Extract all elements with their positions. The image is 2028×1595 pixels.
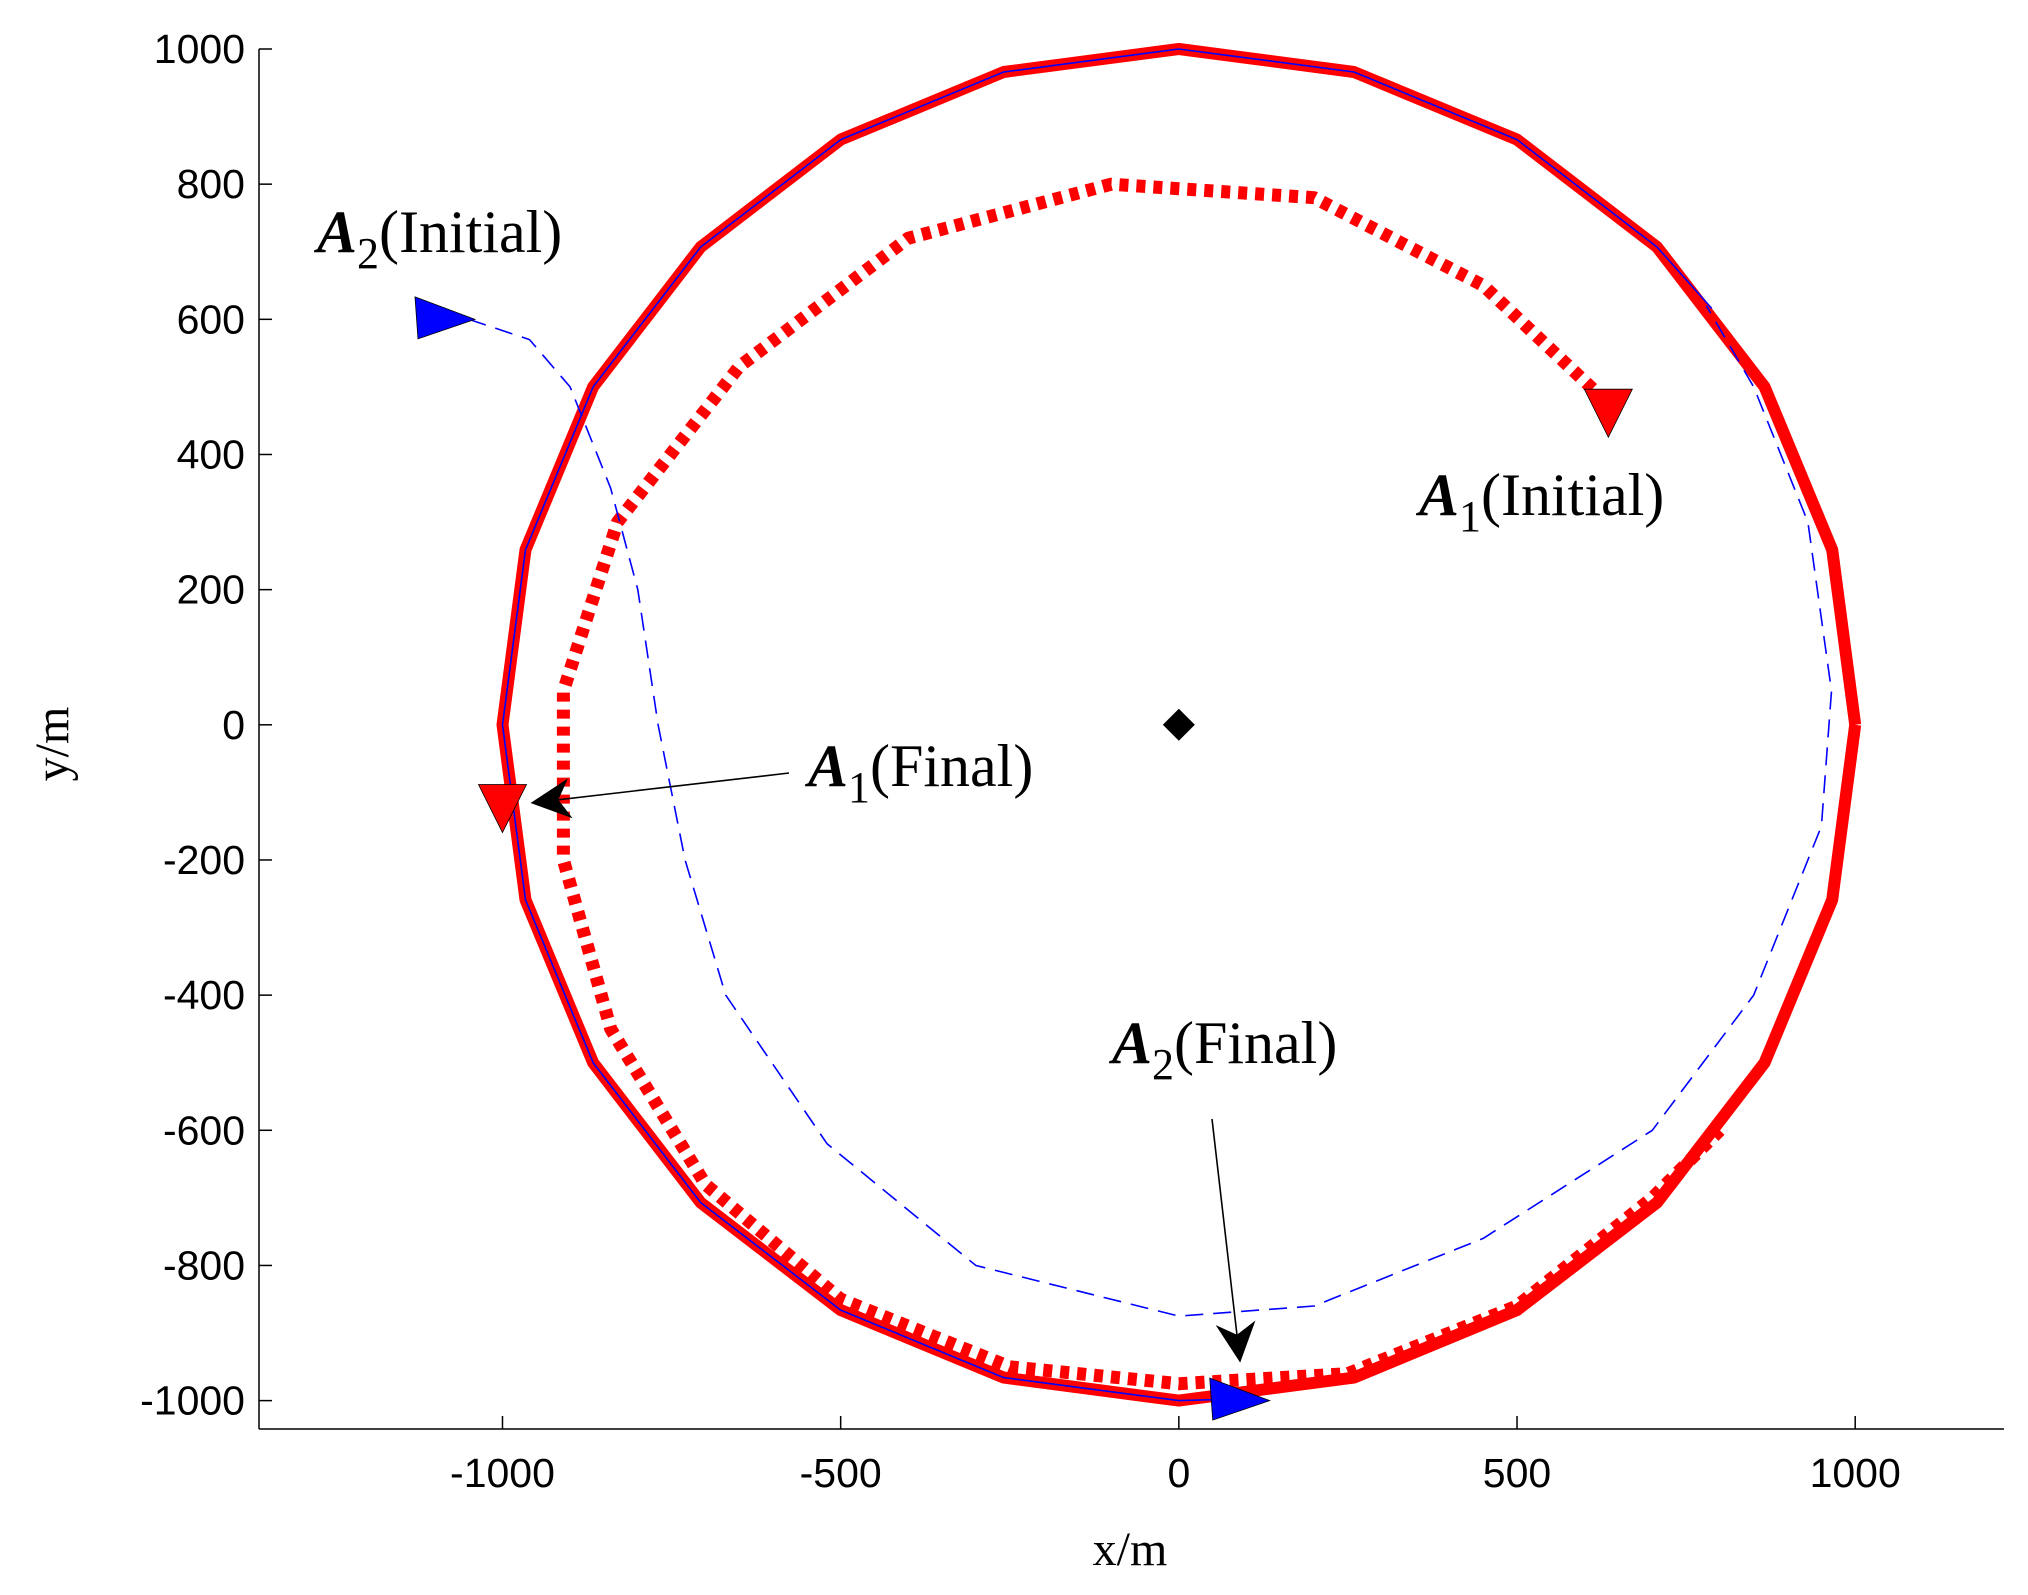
trajectory — [468, 305, 1833, 1317]
x-tick-label: -500 — [800, 1450, 882, 1496]
triangle-marker — [414, 296, 477, 340]
label-text: (Initial) — [1481, 462, 1664, 528]
annotation-arrow — [530, 772, 790, 819]
annotation-label: A1(Initial) — [1415, 462, 1664, 541]
y-tick-label: -800 — [163, 1242, 245, 1288]
y-tick-label: -600 — [163, 1107, 245, 1153]
y-tick-label: -400 — [163, 972, 245, 1018]
label-text: (Initial) — [379, 199, 562, 265]
center-point — [1162, 708, 1195, 741]
triangle-marker — [477, 784, 528, 834]
annotation-label: A1(Final) — [804, 733, 1033, 812]
annotation-arrow — [1211, 1118, 1256, 1363]
label-subscript: 2 — [1152, 1040, 1174, 1089]
label-text: (Final) — [1174, 1010, 1337, 1076]
label-subscript: 1 — [848, 763, 870, 812]
annotation-label: A2(Initial) — [313, 199, 562, 278]
y-tick-label: -1000 — [140, 1378, 245, 1424]
y-axis-label: y/m — [26, 707, 79, 782]
y-tick-label: 800 — [177, 161, 245, 207]
y-tick-label: 600 — [177, 296, 245, 342]
triangle-marker — [1583, 388, 1633, 439]
y-tick-label: 1000 — [154, 26, 245, 72]
label-subscript: 2 — [357, 229, 379, 278]
label-letter: A — [804, 733, 848, 799]
x-tick-label: -1000 — [450, 1450, 555, 1496]
y-tick-label: 400 — [177, 431, 245, 477]
y-tick-label: -200 — [163, 837, 245, 883]
label-letter: A — [1108, 1010, 1152, 1076]
triangle-marker — [1209, 1377, 1271, 1421]
x-tick-label: 500 — [1483, 1450, 1551, 1496]
label-subscript: 1 — [1459, 492, 1481, 541]
trajectory — [501, 48, 1713, 1402]
x-axis-label: x/m — [1093, 1523, 1168, 1576]
label-text: (Final) — [870, 733, 1033, 799]
trajectory — [556, 177, 1725, 1391]
annotation-label: A2(Final) — [1108, 1010, 1337, 1089]
x-tick-label: 1000 — [1810, 1450, 1901, 1496]
x-tick-label: 0 — [1167, 1450, 1190, 1496]
label-letter: A — [1415, 462, 1459, 528]
label-letter: A — [313, 199, 357, 265]
y-tick-label: 200 — [177, 567, 245, 613]
y-tick-label: 0 — [222, 702, 245, 748]
